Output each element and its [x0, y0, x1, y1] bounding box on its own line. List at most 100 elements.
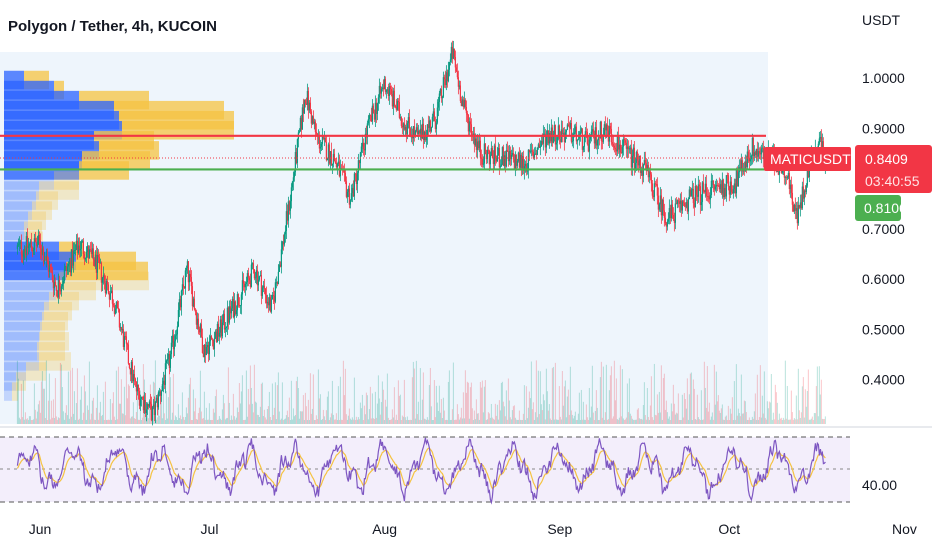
volume-bar — [18, 417, 20, 424]
volume-bar — [763, 371, 765, 424]
volume-bar — [229, 419, 231, 424]
candle-body — [133, 373, 135, 379]
volume-bar — [108, 419, 110, 424]
volume-bar — [785, 418, 787, 424]
candle-body — [538, 144, 540, 148]
volume-bar — [316, 419, 318, 424]
volume-bar — [739, 416, 741, 424]
volume-bar — [686, 378, 688, 424]
secondary-price-bg — [855, 195, 901, 221]
candle-body — [386, 89, 388, 91]
volume-bar — [86, 405, 88, 424]
volume-bar — [482, 412, 484, 424]
candle-body — [659, 195, 661, 205]
volume-bar — [315, 415, 317, 424]
volume-bar — [421, 399, 423, 424]
candle-body — [381, 87, 383, 89]
candle-body — [320, 143, 322, 147]
candle-body — [689, 189, 691, 196]
volume-bar — [350, 419, 352, 424]
time-tick-label: Oct — [718, 521, 740, 537]
candle-body — [624, 140, 626, 143]
volume-bar — [513, 405, 515, 424]
candle-body — [475, 138, 477, 150]
volume-bar — [387, 417, 389, 424]
candle-body — [265, 295, 267, 304]
volume-bar — [690, 372, 692, 424]
volume-bar — [596, 407, 598, 424]
candle-body — [785, 177, 787, 179]
candle-body — [510, 154, 512, 160]
candle-body — [465, 106, 467, 114]
volume-bar — [585, 404, 587, 424]
candle-body — [362, 142, 364, 150]
volume-bar — [737, 408, 739, 424]
volume-bar — [434, 417, 436, 424]
candle-body — [256, 270, 258, 286]
price-axis[interactable]: 1.00000.90000.80000.70000.60000.50000.40… — [862, 70, 905, 388]
volume-bar — [28, 416, 30, 424]
candle-body — [708, 196, 710, 200]
candle-body — [204, 344, 206, 355]
volume-bar — [230, 415, 232, 424]
volume-bar — [290, 380, 292, 424]
volume-bar — [823, 418, 825, 424]
volume-bar — [750, 419, 752, 424]
candle-body — [801, 186, 803, 209]
volume-profile-down-bar — [56, 281, 96, 301]
candle-body — [682, 201, 684, 203]
volume-bar — [758, 417, 760, 424]
volume-bar — [244, 419, 246, 424]
candle-body — [162, 380, 164, 385]
candle-body — [397, 100, 399, 102]
candle-body — [363, 149, 365, 151]
candle-body — [737, 172, 739, 186]
volume-bar — [559, 416, 561, 424]
candle-body — [326, 158, 328, 161]
candle-body — [478, 140, 480, 149]
candle-body — [389, 86, 391, 90]
candle-body — [528, 149, 530, 153]
candle-body — [688, 189, 690, 199]
candle-body — [390, 89, 392, 95]
candle-body — [678, 201, 680, 204]
volume-bar — [578, 392, 580, 424]
candle-body — [715, 184, 717, 187]
candle-body — [245, 282, 247, 284]
time-axis[interactable]: Jun Jul Aug Sep Oct Nov — [29, 521, 917, 537]
candle-body — [436, 107, 438, 123]
candle-body — [707, 196, 709, 198]
volume-bar — [318, 398, 320, 424]
volume-bar — [406, 416, 408, 424]
candle-body — [537, 144, 539, 148]
volume-bar — [705, 407, 707, 424]
candle-body — [724, 187, 726, 197]
candle-body — [509, 150, 511, 160]
volume-bar — [359, 402, 361, 424]
candle-body — [236, 294, 238, 311]
volume-bar — [488, 413, 490, 424]
volume-bar — [239, 403, 241, 424]
candle-body — [70, 249, 72, 273]
volume-bar — [664, 409, 666, 424]
volume-bar — [505, 390, 507, 424]
candle-body — [148, 401, 150, 407]
candle-body — [821, 141, 823, 147]
horizontal-lines[interactable] — [0, 134, 766, 171]
candle-body — [336, 163, 338, 168]
volume-bar — [70, 416, 72, 424]
volume-bar — [24, 412, 26, 424]
candle-body — [609, 126, 611, 129]
candle-body — [225, 326, 227, 329]
volume-bar — [769, 402, 771, 424]
candle-body — [611, 142, 613, 144]
candle-body — [672, 215, 674, 220]
candle-body — [603, 124, 605, 136]
volume-bar — [141, 417, 143, 424]
volume-bar — [218, 416, 220, 424]
volume-bar — [415, 360, 417, 424]
candle-body — [66, 266, 68, 271]
volume-bar — [548, 404, 550, 424]
volume-bar — [174, 415, 176, 424]
